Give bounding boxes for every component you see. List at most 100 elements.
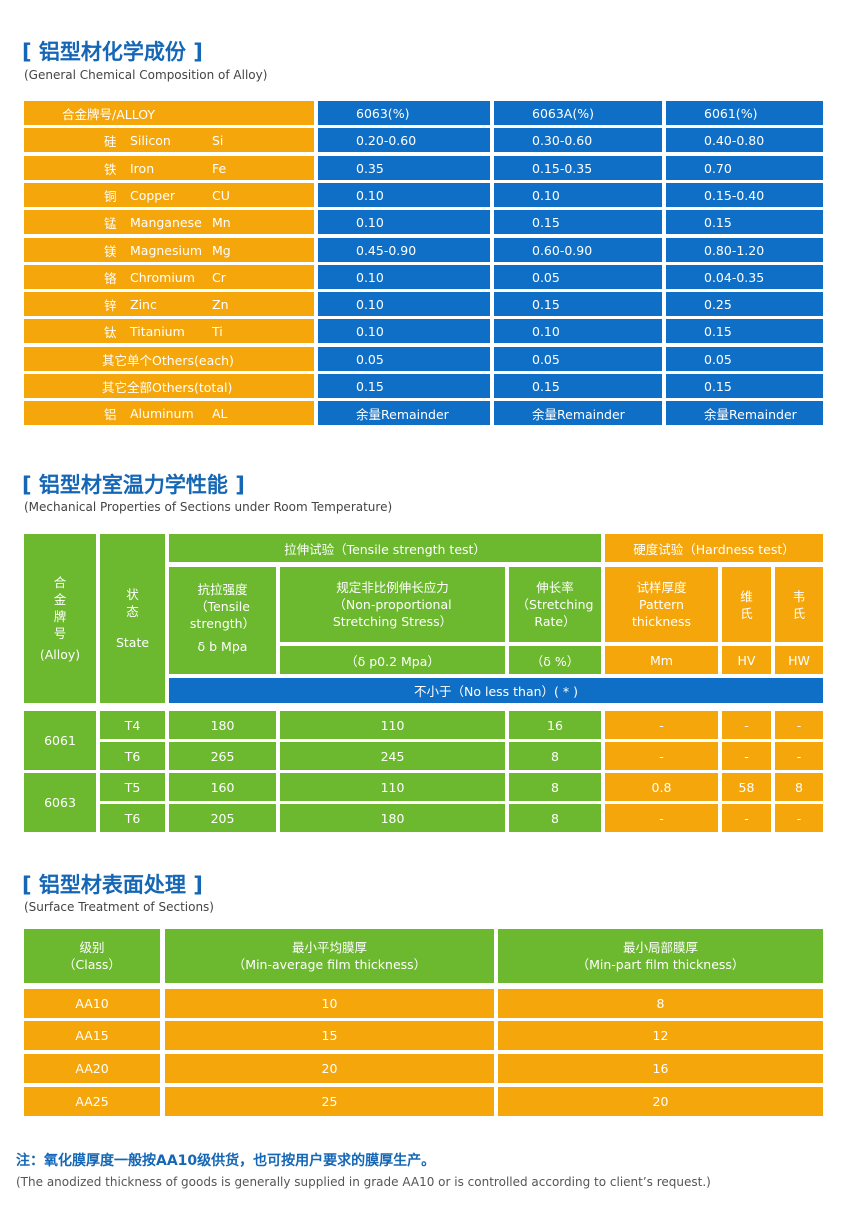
- tensile-value: 160: [169, 773, 276, 801]
- composition-value: 0.05: [318, 347, 490, 371]
- alloy-header-char: 号: [53, 626, 67, 641]
- min-average-value: 25: [165, 1087, 494, 1116]
- element-en: Manganese: [130, 214, 202, 230]
- element-cn: 铝: [104, 406, 117, 422]
- alloy-cell: 6061: [24, 711, 96, 770]
- composition-value: 0.04-0.35: [666, 265, 823, 289]
- bracket-close: ]: [193, 40, 203, 64]
- hw-header: 韦 氏: [775, 567, 823, 642]
- element-cn: 铬: [104, 270, 117, 286]
- proof-stress-unit: （δ p0.2 Mpa）: [280, 646, 505, 674]
- hv-header: 维 氏: [722, 567, 771, 642]
- bracket-open: [: [22, 473, 32, 497]
- element-en: Zinc: [130, 296, 157, 312]
- alloy-header-cell: 合金牌号/ALLOY: [24, 101, 314, 125]
- composition-value: 0.80-1.20: [666, 238, 823, 262]
- composition-value: 余量Remainder: [494, 401, 662, 425]
- composition-value: 0.10: [494, 183, 662, 207]
- element-symbol: Ti: [212, 323, 223, 339]
- element-label: 其它全部Others(total): [102, 379, 233, 395]
- hw-value: -: [775, 742, 823, 770]
- alloy-header-char: 合: [53, 575, 67, 590]
- elongation-unit: （δ %）: [509, 646, 601, 674]
- hv-value: -: [722, 804, 771, 832]
- tensile-strength-header: 抗拉强度 （Tensile strength） δ b Mpa: [169, 567, 276, 674]
- composition-value: 0.45-0.90: [318, 238, 490, 262]
- el-line: 伸长率: [536, 580, 574, 595]
- element-symbol: AL: [212, 405, 228, 421]
- element-cn: 锰: [104, 215, 117, 231]
- bracket-open: [: [22, 873, 32, 897]
- class-header: 级别 （Class）: [24, 929, 160, 983]
- th-line: thickness: [631, 614, 692, 629]
- state-header-char: 状: [126, 587, 139, 602]
- proof-stress-value: 180: [280, 804, 505, 832]
- composition-value: 0.15: [666, 374, 823, 398]
- tensile-header: 拉伸试验（Tensile strength test）: [169, 534, 601, 562]
- alloy-header-char: 牌: [53, 609, 67, 624]
- min-part-value: 20: [498, 1087, 823, 1116]
- class-value: AA10: [24, 989, 160, 1018]
- th-line: 试样厚度: [636, 580, 687, 595]
- state-cell: T5: [100, 773, 165, 801]
- composition-value: 0.60-0.90: [494, 238, 662, 262]
- hv-unit: HV: [722, 646, 771, 674]
- element-en: Magnesium: [130, 242, 203, 258]
- chem-title-text: 铝型材化学成份: [38, 40, 186, 64]
- element-en: Chromium: [130, 269, 195, 285]
- mech-subtitle: (Mechanical Properties of Sections under…: [24, 500, 393, 514]
- thickness-header: 试样厚度 Pattern thickness: [605, 567, 718, 642]
- elongation-header: 伸长率 （Stretching Rate）: [509, 567, 601, 642]
- ps-line: Stretching Stress）: [332, 614, 453, 629]
- composition-value: 0.05: [666, 347, 823, 371]
- ts-line: （Tensile: [195, 599, 250, 614]
- state-cell: T4: [100, 711, 165, 739]
- no-less-than-bar: 不小于（No less than）( * ): [169, 678, 823, 703]
- composition-value: 0.10: [318, 183, 490, 207]
- el-line: （Stretching: [516, 597, 594, 612]
- composition-value: 0.10: [318, 292, 490, 316]
- chem-subtitle: (General Chemical Composition of Alloy): [24, 68, 268, 82]
- min-average-value: 10: [165, 989, 494, 1018]
- min-part-value: 16: [498, 1054, 823, 1083]
- class-value: AA15: [24, 1021, 160, 1050]
- composition-value: 0.15: [494, 210, 662, 234]
- tensile-value: 265: [169, 742, 276, 770]
- alloy-header-en: (Alloy): [39, 647, 81, 662]
- composition-value: 0.70: [666, 156, 823, 180]
- el-line: Rate）: [534, 614, 576, 629]
- ts-unit: δ b Mpa: [197, 639, 248, 654]
- element-cn: 铜: [104, 188, 117, 204]
- bracket-open: [: [22, 40, 32, 64]
- composition-value: 0.15: [666, 319, 823, 343]
- surface-subtitle: (Surface Treatment of Sections): [24, 900, 214, 914]
- tensile-value: 180: [169, 711, 276, 739]
- element-cn: 钛: [104, 324, 117, 340]
- hv-value: -: [722, 742, 771, 770]
- surface-title: [ 铝型材表面处理 ]: [22, 869, 203, 899]
- element-symbol: Mg: [212, 242, 231, 258]
- element-symbol: Fe: [212, 160, 227, 176]
- element-label-cell: 其它单个Others(each): [24, 347, 314, 371]
- min-average-header: 最小平均膜厚 （Min-average film thickness）: [165, 929, 494, 983]
- note-cn: 注：氧化膜厚度一般按AA10级供货，也可按用户要求的膜厚生产。: [16, 1153, 436, 1169]
- element-en: Iron: [130, 160, 155, 176]
- proof-stress-value: 110: [280, 711, 505, 739]
- ts-line: 抗拉强度: [197, 582, 248, 597]
- element-cn: 硅: [104, 133, 117, 149]
- min-average-value: 15: [165, 1021, 494, 1050]
- min-part-header-cn: 最小局部膜厚: [622, 940, 698, 955]
- ts-line: strength）: [189, 616, 256, 631]
- thickness-value: 0.8: [605, 773, 718, 801]
- min-average-header-en: （Min-average film thickness）: [232, 957, 427, 972]
- composition-value: 0.35: [318, 156, 490, 180]
- hw-char: 韦: [792, 588, 806, 604]
- composition-value: 0.15: [494, 374, 662, 398]
- element-label-cell: 其它全部Others(total): [24, 374, 314, 398]
- class-value: AA25: [24, 1087, 160, 1116]
- mech-title: [ 铝型材室温力学性能 ]: [22, 469, 245, 499]
- hw-char: 氏: [792, 605, 806, 621]
- state-cell: T6: [100, 742, 165, 770]
- min-average-value: 20: [165, 1054, 494, 1083]
- hw-value: 8: [775, 773, 823, 801]
